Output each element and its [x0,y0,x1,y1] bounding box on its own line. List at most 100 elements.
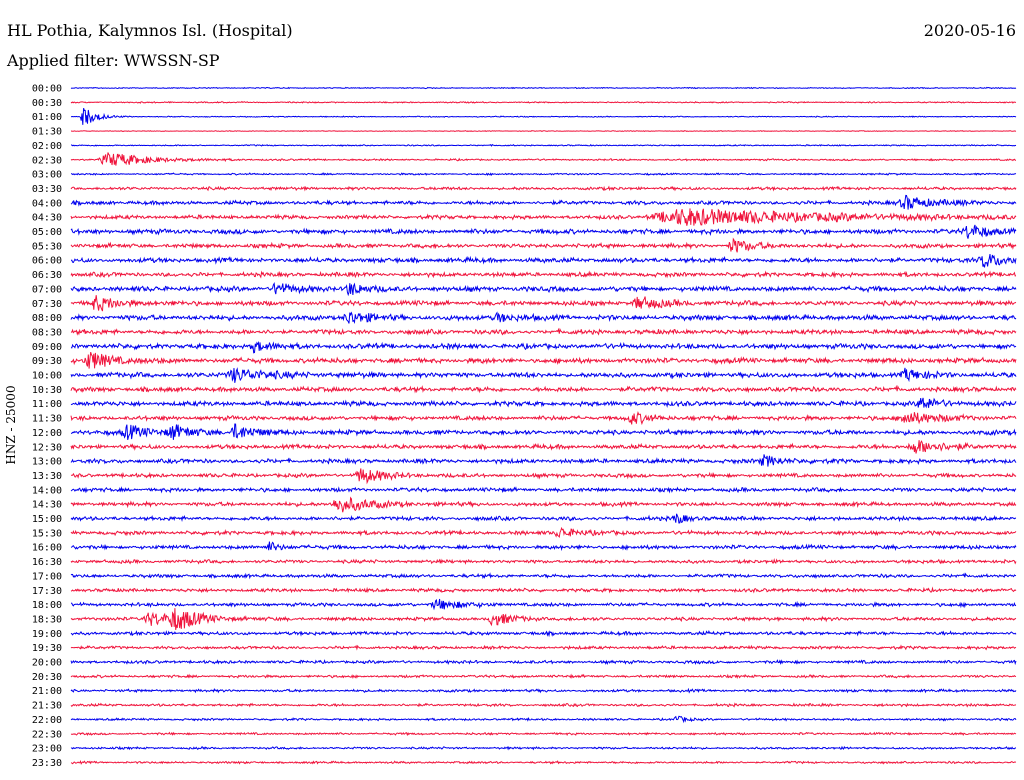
trace-line-2100 [70,687,1017,694]
row-time-label: 15:30 [32,528,62,539]
row-time-label: 16:30 [32,557,62,568]
row-time-label: 19:30 [32,643,62,654]
row-time-label: 01:00 [32,112,62,123]
row-time-label: 22:00 [32,715,62,726]
row-time-label: 10:00 [32,371,62,382]
trace-line-0400 [70,194,1017,210]
row-time-label: 04:30 [32,213,62,224]
trace-line-1430 [70,496,1017,513]
trace-line-1900 [70,630,1017,638]
trace-line-1230 [70,440,1017,454]
row-time-label: 09:30 [32,356,62,367]
trace-line-0100 [70,107,1017,125]
row-time-label: 05:00 [32,227,62,238]
row-time-label: 13:00 [32,457,62,468]
trace-line-1200 [70,423,1017,441]
row-time-label: 05:30 [32,241,62,252]
y-axis-label: HNZ - 25000 [4,385,18,464]
trace-line-0630 [70,270,1017,279]
row-time-label: 14:30 [32,500,62,511]
trace-line-1500 [70,513,1017,524]
trace-line-2300 [70,745,1017,751]
row-time-label: 17:30 [32,586,62,597]
trace-line-1000 [70,367,1017,383]
trace-line-1330 [70,468,1017,485]
row-time-label: 01:30 [32,127,62,138]
trace-line-0930 [70,351,1017,369]
trace-line-0500 [70,224,1017,239]
row-time-label: 11:30 [32,414,62,425]
trace-line-1530 [70,526,1017,539]
station-title: HL Pothia, Kalymnos Isl. (Hospital) [7,21,293,40]
row-time-label: 12:30 [32,442,62,453]
row-time-label: 08:00 [32,313,62,324]
trace-line-2130 [70,702,1017,708]
row-time-label: 22:30 [32,729,62,740]
row-time-label: 03:00 [32,170,62,181]
trace-line-0300 [71,172,1017,177]
trace-line-1930 [70,644,1017,651]
trace-line-1830 [70,608,1017,630]
row-time-label: 06:30 [32,270,62,281]
trace-line-2230 [70,731,1017,737]
row-time-label: 07:00 [32,284,62,295]
trace-line-2200 [70,715,1017,724]
row-time-label: 00:30 [32,98,62,109]
trace-line-0900 [70,340,1017,354]
row-time-label: 20:30 [32,672,62,683]
row-time-label: 14:00 [32,485,62,496]
row-time-label: 12:00 [32,428,62,439]
row-time-label: 20:00 [32,658,62,669]
trace-line-1030 [70,384,1017,394]
row-time-labels: 00:00 00:30 01:00 01:30 02:00 02:30 03:00 03:30… [32,84,62,769]
trace-line-0830 [70,327,1017,337]
trace-line-2000 [70,659,1017,666]
trace-line-1700 [70,572,1017,580]
row-time-label: 16:00 [32,543,62,554]
seismic-traces [70,86,1017,765]
row-time-label: 23:30 [32,758,62,769]
date-label: 2020-05-16 [924,21,1016,40]
trace-line-0530 [70,237,1017,253]
trace-line-1400 [70,486,1017,494]
trace-line-0730 [70,295,1017,312]
trace-line-0800 [70,311,1017,324]
row-time-label: 04:00 [32,198,62,209]
row-time-label: 19:00 [32,629,62,640]
trace-line-0000 [70,86,1017,90]
trace-line-1130 [70,410,1017,426]
row-time-label: 06:00 [32,256,62,267]
trace-line-2030 [70,673,1017,680]
trace-line-1730 [70,586,1017,594]
trace-line-0130 [70,130,1017,133]
trace-line-1800 [70,598,1017,611]
trace-line-1600 [70,541,1017,552]
row-time-label: 18:30 [32,614,62,625]
trace-line-0330 [70,185,1017,192]
row-time-label: 13:30 [32,471,62,482]
trace-line-2330 [70,759,1017,765]
trace-line-0030 [70,100,1017,104]
row-time-label: 07:30 [32,299,62,310]
row-time-label: 10:30 [32,385,62,396]
trace-line-0200 [71,143,1017,147]
row-time-label: 17:00 [32,571,62,582]
trace-line-0230 [70,152,1016,166]
row-time-label: 02:00 [32,141,62,152]
trace-line-1300 [70,454,1017,467]
row-time-label: 08:30 [32,327,62,338]
trace-line-0700 [70,281,1017,297]
row-time-label: 09:00 [32,342,62,353]
row-time-label: 23:00 [32,744,62,755]
row-time-label: 18:00 [32,600,62,611]
row-time-label: 11:00 [32,399,62,410]
row-time-label: 02:30 [32,155,62,166]
row-time-label: 15:00 [32,514,62,525]
trace-line-1630 [70,557,1017,565]
trace-line-1100 [70,397,1017,409]
row-time-label: 00:00 [32,84,62,95]
trace-line-0430 [70,208,1017,226]
filter-label: Applied filter: WWSSN-SP [6,51,220,70]
row-time-label: 21:00 [32,686,62,697]
